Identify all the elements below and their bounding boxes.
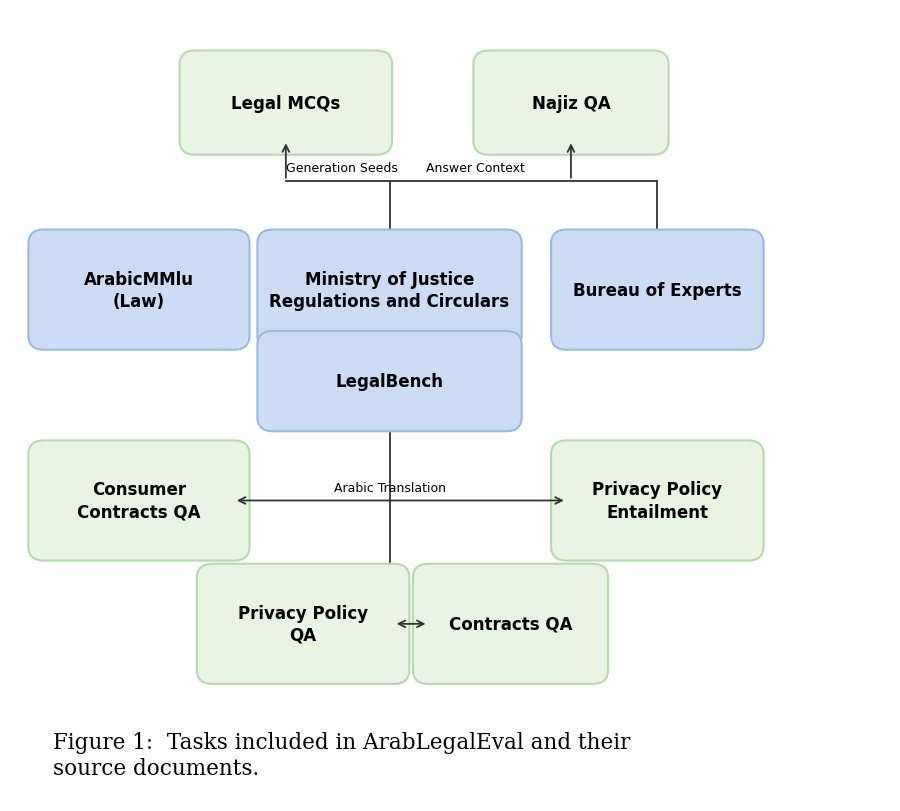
- Text: Answer Context: Answer Context: [426, 162, 525, 175]
- Text: Ministry of Justice
Regulations and Circulars: Ministry of Justice Regulations and Circ…: [269, 270, 509, 311]
- FancyBboxPatch shape: [551, 230, 763, 350]
- Text: ArabicMMlu
(Law): ArabicMMlu (Law): [84, 270, 194, 311]
- Text: Najiz QA: Najiz QA: [532, 95, 610, 113]
- Text: Bureau of Experts: Bureau of Experts: [573, 281, 742, 299]
- FancyBboxPatch shape: [551, 441, 763, 561]
- Text: Privacy Policy
Entailment: Privacy Policy Entailment: [592, 481, 723, 521]
- Text: Arabic Translation: Arabic Translation: [334, 482, 446, 495]
- Text: Privacy Policy
QA: Privacy Policy QA: [238, 604, 368, 644]
- Text: Legal MCQs: Legal MCQs: [231, 95, 340, 113]
- Text: Consumer
Contracts QA: Consumer Contracts QA: [77, 481, 201, 521]
- FancyBboxPatch shape: [413, 564, 608, 684]
- Text: Generation Seeds: Generation Seeds: [286, 162, 398, 175]
- FancyBboxPatch shape: [180, 51, 392, 156]
- FancyBboxPatch shape: [29, 441, 249, 561]
- Text: LegalBench: LegalBench: [336, 373, 444, 391]
- Text: Figure 1:  Tasks included in ArabLegalEval and their
source documents.: Figure 1: Tasks included in ArabLegalEva…: [52, 732, 630, 779]
- FancyBboxPatch shape: [257, 332, 522, 431]
- Text: Contracts QA: Contracts QA: [449, 615, 572, 633]
- FancyBboxPatch shape: [473, 51, 669, 156]
- FancyBboxPatch shape: [29, 230, 249, 350]
- FancyBboxPatch shape: [197, 564, 410, 684]
- FancyBboxPatch shape: [257, 230, 522, 350]
